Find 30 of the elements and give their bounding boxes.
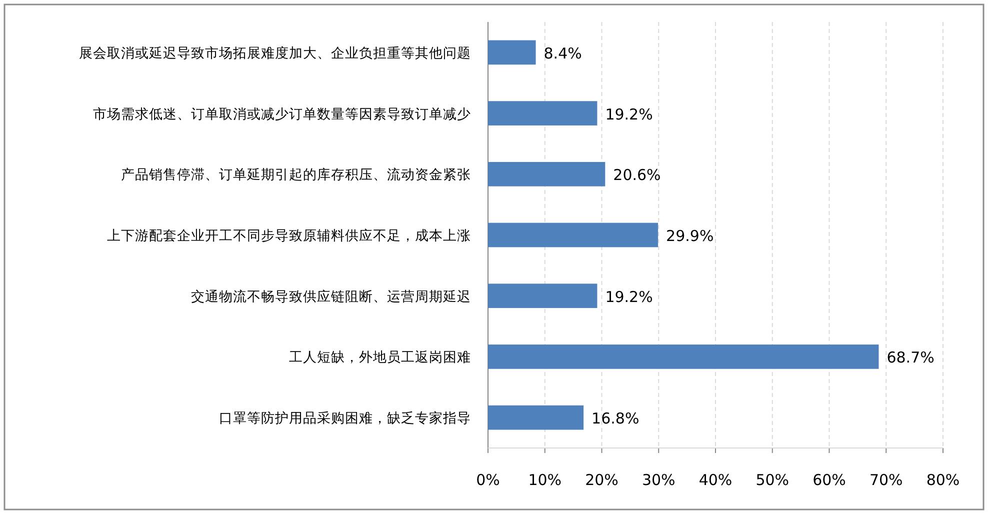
x-tick-label: 50%: [756, 471, 790, 489]
y-tick-label: 交通物流不畅导致供应链阻断、运营周期延迟: [191, 288, 471, 305]
y-tick-label: 市场需求低迷、订单取消或减少订单数量等因素导致订单减少: [93, 106, 471, 122]
x-tick-label: 40%: [698, 471, 732, 489]
data-label: 29.9%: [666, 227, 714, 245]
x-tick-label: 70%: [869, 471, 903, 489]
y-tick-label: 上下游配套企业开工不同步导致原辅料供应不足，成本上涨: [107, 228, 471, 244]
data-label: 19.2%: [605, 105, 653, 124]
data-label: 20.6%: [613, 166, 661, 184]
data-label: 68.7%: [886, 348, 934, 367]
y-tick-label: 工人短缺，外地员工返岗困难: [289, 350, 471, 366]
x-tick-label: 30%: [642, 471, 676, 489]
bar: [488, 162, 606, 186]
bar: [488, 101, 598, 126]
y-tick-label: 展会取消或延迟导致市场拓展难度加大、企业负担重等其他问题: [79, 45, 471, 62]
data-label: 16.8%: [592, 410, 640, 428]
bar: [488, 222, 658, 248]
y-tick-label: 口罩等防护用品采购困难，缺乏专家指导: [219, 410, 471, 427]
bar: [488, 344, 879, 369]
bar: [488, 40, 536, 65]
data-label: 19.2%: [605, 288, 653, 306]
bar: [488, 405, 584, 430]
y-tick-label: 产品销售停滞、订单延期引起的库存积压、流动资金紧张: [121, 167, 471, 184]
x-tick-label: 60%: [812, 471, 846, 489]
data-label: 8.4%: [544, 44, 582, 62]
x-tick-label: 80%: [926, 471, 960, 489]
x-tick-label: 10%: [528, 471, 562, 489]
bar: [488, 284, 598, 308]
x-tick-label: 0%: [476, 471, 500, 489]
x-tick-label: 20%: [585, 471, 618, 489]
